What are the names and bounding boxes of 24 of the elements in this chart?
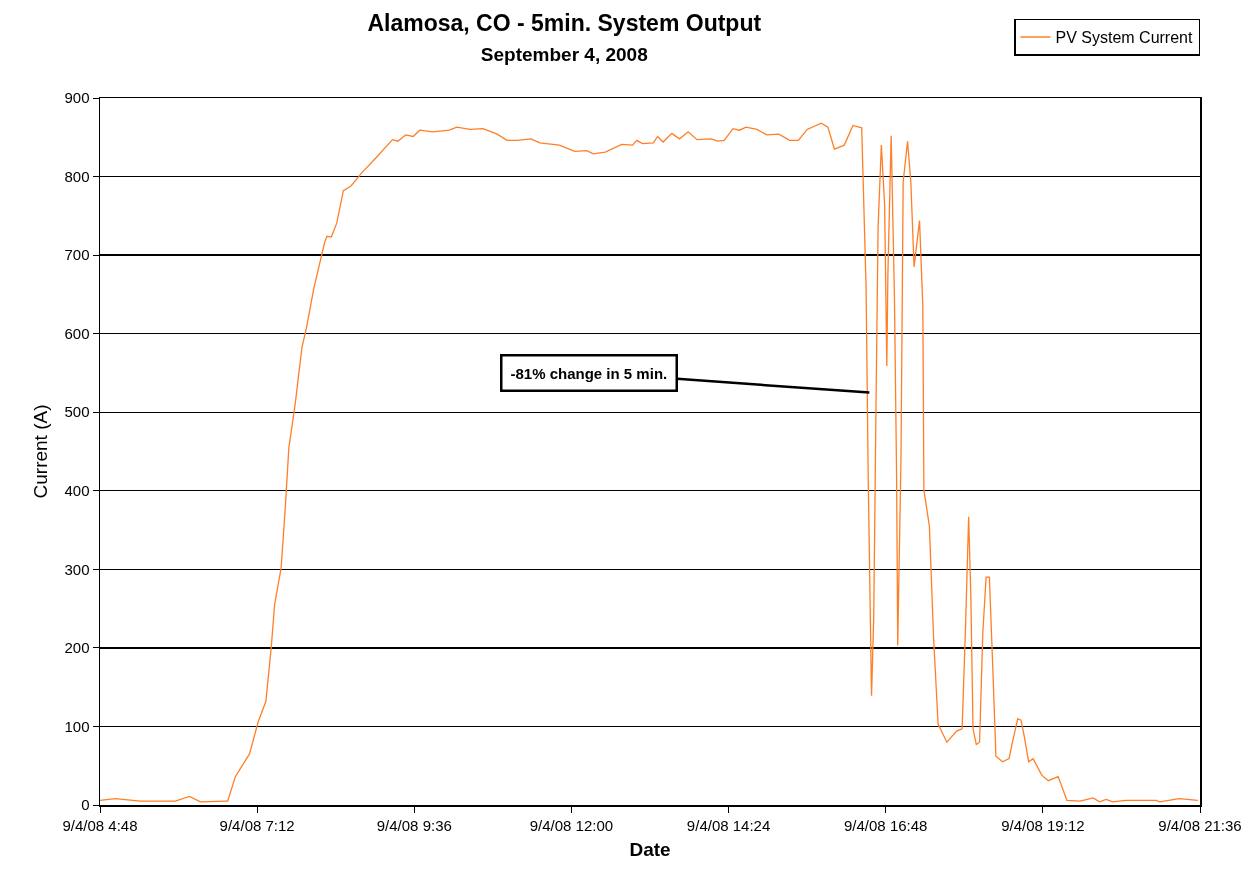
x-axis-title: Date: [629, 839, 671, 861]
x-tick-label: 9/4/08 21:36: [1158, 816, 1242, 834]
y-tick-label: 800: [64, 167, 90, 185]
x-tick-label: 9/4/08 14:24: [686, 816, 771, 834]
x-tick-label: 9/4/08 12:00: [529, 816, 614, 834]
y-tick-label: 400: [64, 482, 90, 500]
legend-label: PV System Current: [1055, 29, 1193, 47]
annotation: -81% change in 5 min.: [510, 364, 668, 382]
y-tick-label: 600: [64, 324, 90, 342]
y-tick-label: 700: [64, 246, 90, 264]
x-tick-label: 9/4/08 7:12: [219, 816, 295, 834]
x-tick-label: 9/4/08 16:48: [844, 816, 928, 834]
y-tick-label: 900: [64, 89, 90, 107]
chart-subtitle: September 4, 2008: [480, 43, 648, 65]
y-tick-label: 100: [64, 717, 90, 735]
x-tick-label: 9/4/08 9:36: [376, 816, 452, 834]
y-tick-label: 0: [81, 796, 90, 814]
x-tick-label: 9/4/08 19:12: [1001, 816, 1085, 834]
y-tick-label: 200: [64, 639, 90, 657]
y-tick-label: 500: [64, 403, 90, 421]
y-tick-label: 300: [64, 560, 90, 578]
x-tick-label: 9/4/08 4:48: [62, 816, 138, 834]
chart-title: Alamosa, CO - 5min. System Output: [367, 9, 762, 36]
y-axis-title: Current (A): [29, 404, 51, 499]
